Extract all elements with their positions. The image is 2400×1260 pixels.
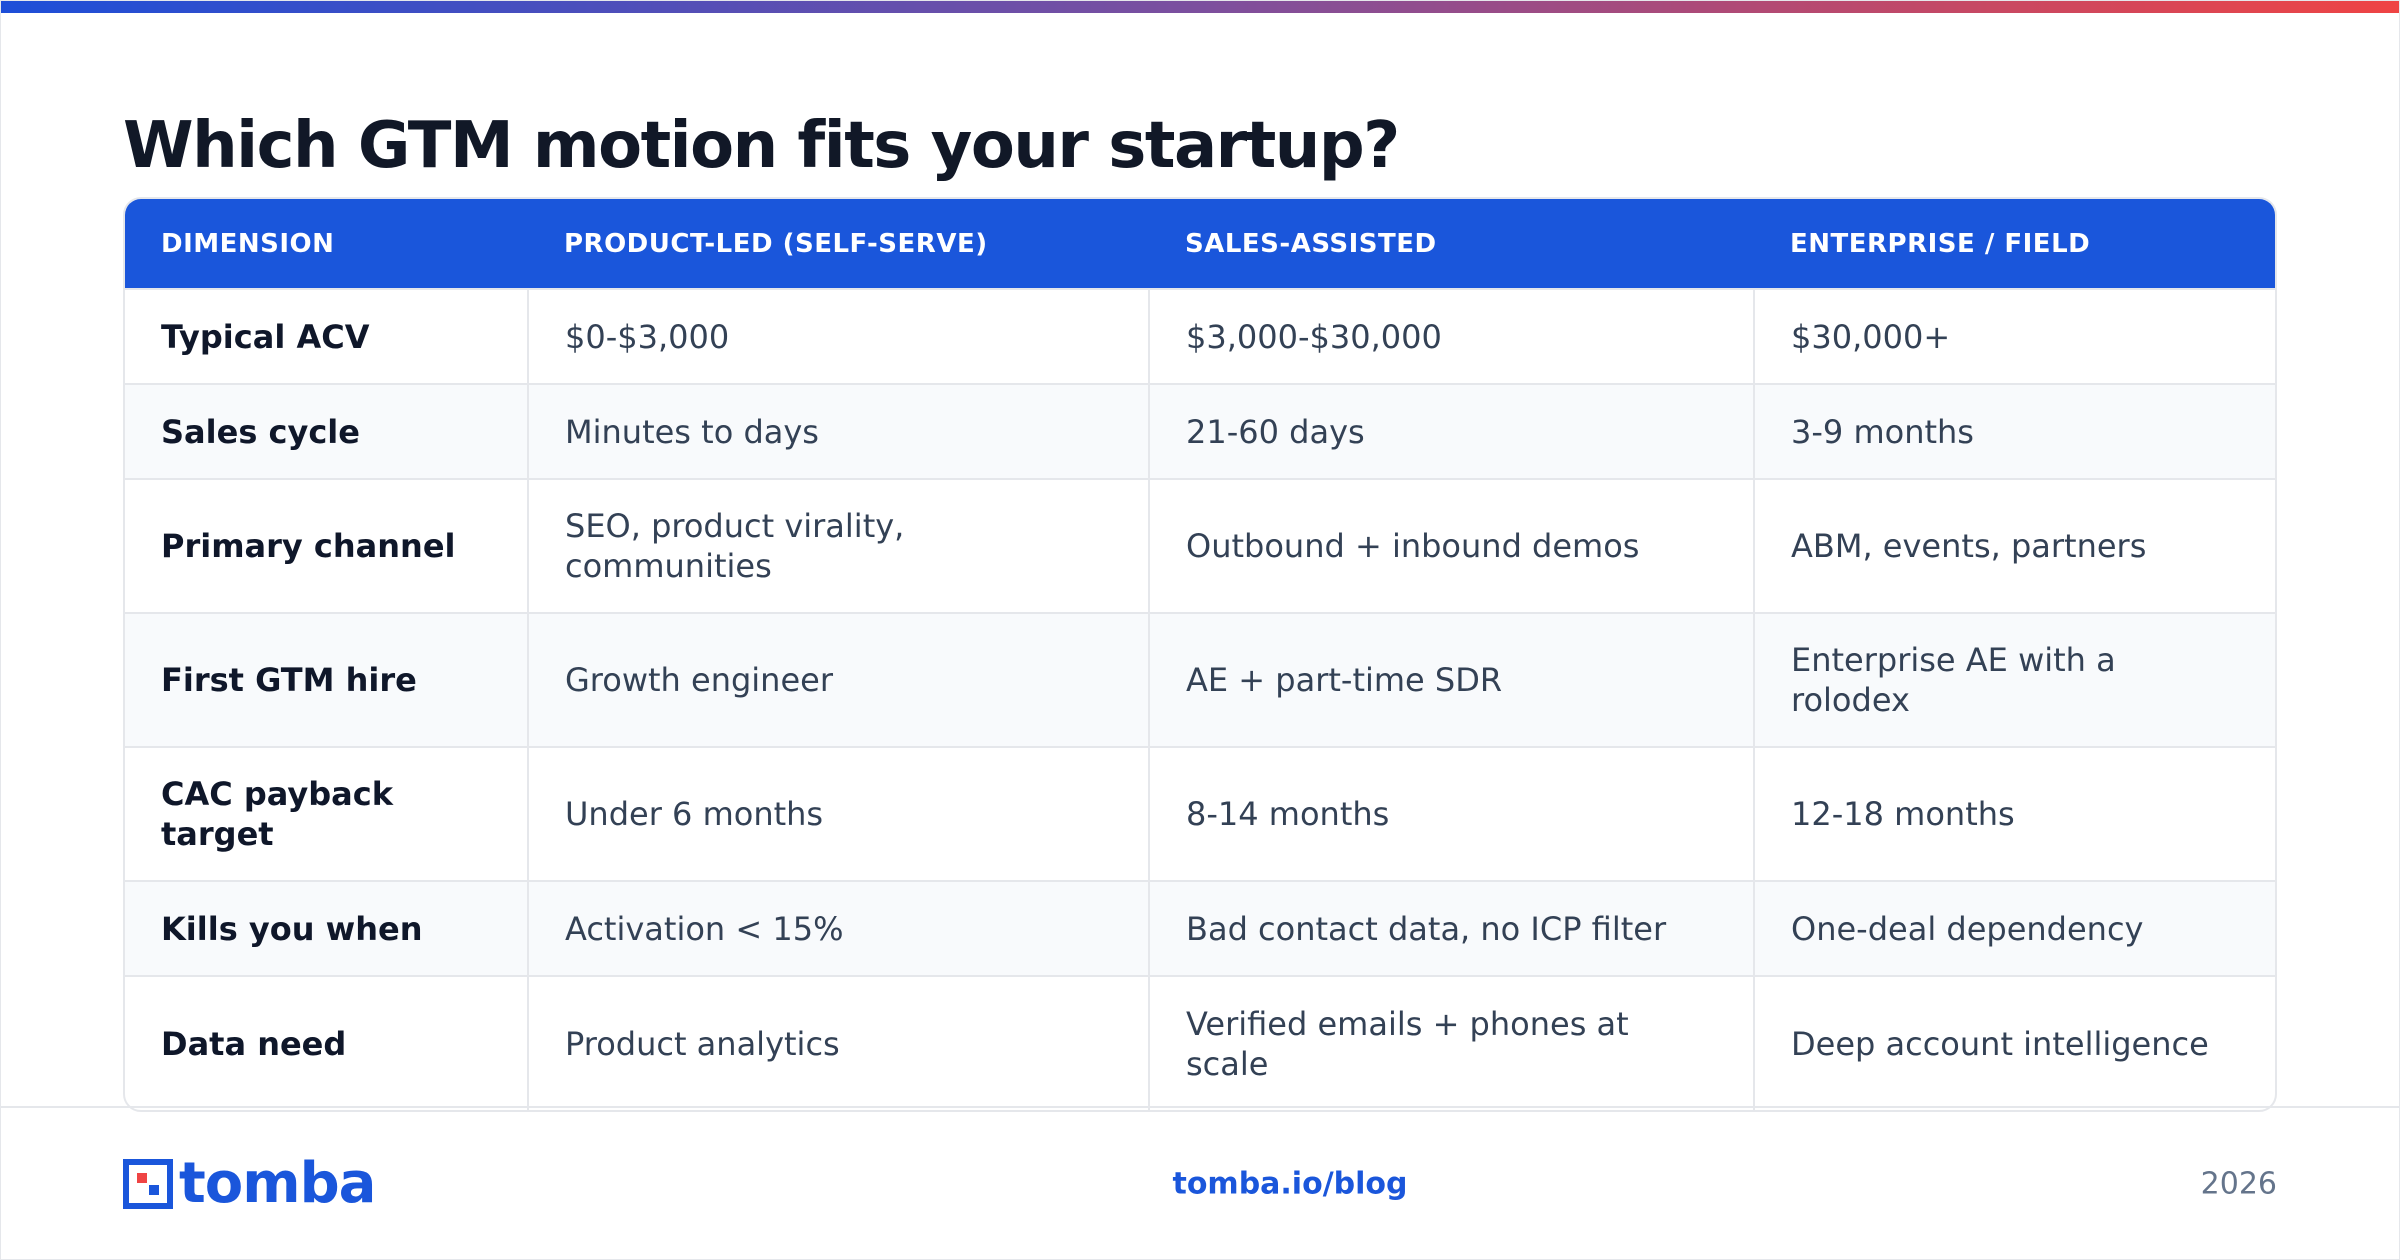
cell: One-deal dependency — [1753, 880, 2275, 976]
table-row: Data need Product analytics Verified email… — [125, 975, 2275, 1110]
logo-icon — [123, 1159, 173, 1209]
row-label: CAC payback target — [125, 746, 528, 881]
column-header: PRODUCT-LED (SELF-SERVE) — [528, 199, 1149, 289]
year: 2026 — [2200, 1166, 2277, 1202]
column-header: DIMENSION — [125, 199, 528, 289]
cell: 12-18 months — [1753, 746, 2275, 881]
cell: 8-14 months — [1148, 746, 1754, 881]
header-row: DIMENSION PRODUCT-LED (SELF-SERVE) SALES-A… — [125, 199, 2275, 289]
footer-divider — [1, 1106, 2399, 1108]
cell: Activation < 15% — [527, 880, 1149, 976]
title: Which GTM motion fits your startup? — [123, 109, 1400, 183]
cell: Bad contact data, no ICP filter — [1148, 880, 1754, 976]
cell: $30,000+ — [1753, 288, 2275, 384]
cell: AE + part-time SDR — [1148, 612, 1754, 747]
cell: Minutes to days — [527, 383, 1149, 479]
top-gradient-bar — [1, 1, 2399, 13]
table-body: Typical ACV $0-$3,000 $3,000-$30,000 $30,00… — [125, 288, 2275, 1110]
table-row: Typical ACV $0-$3,000 $3,000-$30,000 $30,00… — [125, 288, 2275, 384]
table: DIMENSION PRODUCT-LED (SELF-SERVE) SALES-A… — [125, 199, 2275, 1110]
row-label: Typical ACV — [125, 288, 528, 384]
table-row: CAC payback target Under 6 months 8-14 mon… — [125, 746, 2275, 881]
cell: Product analytics — [527, 975, 1149, 1110]
comparison-table: DIMENSION PRODUCT-LED (SELF-SERVE) SALES-A… — [123, 197, 2277, 1112]
cell: Outbound + inbound demos — [1148, 478, 1754, 613]
row-label: Kills you when — [125, 880, 528, 976]
row-label: Primary channel — [125, 478, 528, 613]
cell: Deep account intelligence — [1753, 975, 2275, 1110]
table-row: Sales cycle Minutes to days 21-60 days 3-9 … — [125, 383, 2275, 479]
row-label: Sales cycle — [125, 383, 528, 479]
table-row: Kills you when Activation < 15% Bad contac… — [125, 880, 2275, 976]
cell: 21-60 days — [1148, 383, 1754, 479]
logo: tomba — [123, 1151, 376, 1216]
column-header: ENTERPRISE / FIELD — [1754, 199, 2275, 289]
cell: Under 6 months — [527, 746, 1149, 881]
cell: ABM, events, partners — [1753, 478, 2275, 613]
brand: tomba — [179, 1151, 376, 1216]
column-header: SALES-ASSISTED — [1149, 199, 1754, 289]
table-row: First GTM hire Growth engineer AE + part-t… — [125, 612, 2275, 747]
table-row: Primary channel SEO, product virality, co… — [125, 478, 2275, 613]
cell: SEO, product virality, communities — [527, 478, 1149, 613]
cell: $0-$3,000 — [527, 288, 1149, 384]
cell: 3-9 months — [1753, 383, 2275, 479]
blog-link[interactable]: tomba.io/blog — [1172, 1166, 1408, 1202]
row-label: First GTM hire — [125, 612, 528, 747]
cell: $3,000-$30,000 — [1148, 288, 1754, 384]
cell: Verified emails + phones at scale — [1148, 975, 1754, 1110]
cell: Enterprise AE with a rolodex — [1753, 612, 2275, 747]
cell: Growth engineer — [527, 612, 1149, 747]
row-label: Data need — [125, 975, 528, 1110]
